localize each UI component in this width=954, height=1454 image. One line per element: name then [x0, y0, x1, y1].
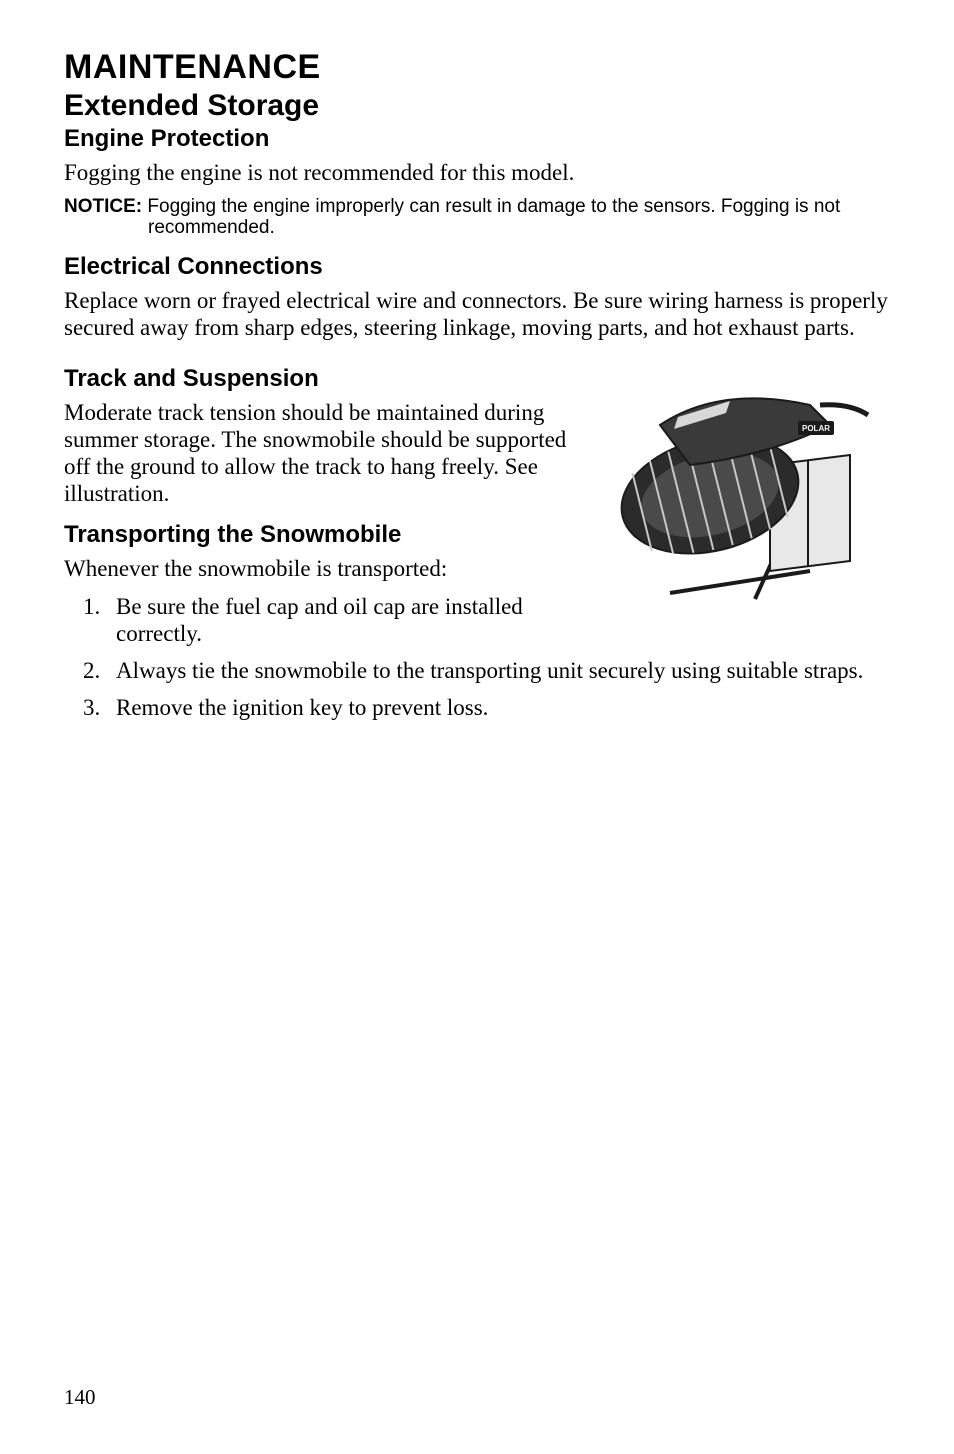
list-item: Remove the ignition key to prevent loss.	[106, 694, 890, 721]
transport-heading: Transporting the Snowmobile	[64, 521, 584, 549]
svg-text:POLAR: POLAR	[802, 424, 830, 433]
extended-storage-heading: Extended Storage	[64, 89, 890, 123]
maintenance-heading: MAINTENANCE	[64, 48, 890, 87]
notice-text: Fogging the engine improperly can result…	[147, 196, 840, 238]
electrical-heading: Electrical Connections	[64, 253, 890, 281]
transport-steps-cont: Always tie the snowmobile to the transpo…	[64, 657, 890, 721]
transport-intro: Whenever the snowmobile is transported:	[64, 555, 584, 582]
track-body: Moderate track tension should be maintai…	[64, 399, 584, 508]
engine-protection-heading: Engine Protection	[64, 125, 890, 153]
page-number: 140	[64, 1385, 96, 1410]
engine-notice: NOTICE: Fogging the engine improperly ca…	[64, 196, 890, 239]
track-heading: Track and Suspension	[64, 365, 584, 393]
electrical-body: Replace worn or frayed electrical wire a…	[64, 287, 890, 341]
list-item: Be sure the fuel cap and oil cap are ins…	[106, 593, 584, 647]
snowmobile-illustration: POLAR	[600, 355, 890, 605]
transport-steps: Be sure the fuel cap and oil cap are ins…	[64, 593, 584, 647]
list-item: Always tie the snowmobile to the transpo…	[106, 657, 890, 684]
engine-protection-body: Fogging the engine is not recommended fo…	[64, 159, 890, 186]
notice-label: NOTICE:	[64, 196, 142, 217]
